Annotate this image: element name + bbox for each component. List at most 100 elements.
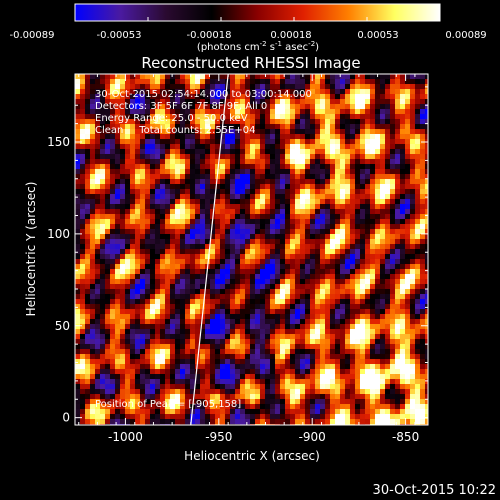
heatmap-cell — [425, 199, 428, 205]
heatmap-cell — [135, 174, 141, 180]
heatmap-cell — [380, 154, 386, 160]
heatmap-cell — [200, 264, 206, 270]
heatmap-cell — [200, 109, 206, 115]
heatmap-cell — [80, 234, 86, 240]
heatmap-cell — [80, 179, 86, 185]
heatmap-cell — [145, 139, 151, 145]
heatmap-cell — [355, 209, 361, 215]
heatmap-cell — [255, 239, 261, 245]
heatmap-cell — [160, 274, 166, 280]
heatmap-cell — [275, 354, 281, 360]
heatmap-cell — [330, 259, 336, 265]
heatmap-cell — [285, 269, 291, 275]
heatmap-cell — [125, 384, 131, 390]
heatmap-cell — [100, 89, 106, 95]
heatmap-cell — [205, 319, 211, 325]
heatmap-cell — [330, 309, 336, 315]
heatmap-cell — [215, 274, 221, 280]
heatmap-cell — [110, 244, 116, 250]
heatmap-cell — [400, 314, 406, 320]
heatmap-cell — [145, 144, 151, 150]
heatmap-cell — [240, 389, 246, 395]
heatmap-cell — [295, 389, 301, 395]
heatmap-cell — [80, 309, 86, 315]
heatmap-cell — [260, 84, 266, 90]
heatmap-cell — [305, 399, 311, 405]
heatmap-cell — [370, 239, 376, 245]
heatmap-cell — [240, 259, 246, 265]
heatmap-cell — [245, 119, 251, 125]
heatmap-cell — [200, 189, 206, 195]
heatmap-cell — [80, 89, 86, 95]
heatmap-cell — [365, 74, 371, 80]
heatmap-cell — [400, 119, 406, 125]
heatmap-cell — [380, 334, 386, 340]
heatmap-cell — [130, 369, 136, 375]
heatmap-cell — [365, 404, 371, 410]
heatmap-cell — [255, 334, 261, 340]
heatmap-cell — [360, 214, 366, 220]
heatmap-cell — [205, 124, 211, 130]
heatmap-cell — [235, 229, 241, 235]
heatmap-cell — [250, 319, 256, 325]
heatmap-cell — [255, 314, 261, 320]
heatmap-cell — [350, 404, 356, 410]
heatmap-cell — [285, 149, 291, 155]
heatmap-cell — [310, 319, 316, 325]
heatmap-cell — [110, 384, 116, 390]
heatmap-cell — [415, 89, 421, 95]
heatmap-cell — [270, 74, 276, 80]
heatmap-cell — [235, 199, 241, 205]
heatmap-cell — [295, 364, 301, 370]
heatmap-cell — [120, 344, 126, 350]
heatmap-cell — [220, 214, 226, 220]
heatmap-cell — [315, 194, 321, 200]
heatmap-cell — [105, 124, 111, 130]
heatmap-cell — [390, 144, 396, 150]
heatmap-cell — [380, 119, 386, 125]
heatmap-cell — [150, 399, 156, 405]
heatmap-cell — [290, 164, 296, 170]
heatmap-cell — [125, 224, 131, 230]
heatmap-cell — [175, 169, 181, 175]
heatmap-cell — [145, 369, 151, 375]
heatmap-cell — [355, 399, 361, 405]
heatmap-cell — [165, 359, 171, 365]
heatmap-cell — [165, 249, 171, 255]
heatmap-cell — [260, 224, 266, 230]
heatmap-cell — [355, 174, 361, 180]
heatmap-cell — [165, 389, 171, 395]
heatmap-cell — [100, 304, 106, 310]
heatmap-cell — [160, 284, 166, 290]
heatmap-cell — [160, 239, 166, 245]
heatmap-cell — [180, 304, 186, 310]
heatmap-cell — [135, 189, 141, 195]
heatmap-cell — [190, 164, 196, 170]
heatmap-cell — [420, 209, 426, 215]
heatmap-cell — [340, 139, 346, 145]
heatmap-cell — [135, 394, 141, 400]
heatmap-cell — [235, 374, 241, 380]
heatmap-cell — [235, 294, 241, 300]
heatmap-cell — [120, 114, 126, 120]
heatmap-cell — [275, 394, 281, 400]
heatmap-cell — [365, 419, 371, 425]
heatmap-cell — [295, 149, 301, 155]
heatmap-cell — [295, 114, 301, 120]
heatmap-cell — [160, 369, 166, 375]
heatmap-cell — [155, 79, 161, 85]
heatmap-cell — [110, 169, 116, 175]
heatmap-cell — [390, 179, 396, 185]
heatmap-cell — [230, 384, 236, 390]
heatmap-cell — [120, 289, 126, 295]
heatmap-cell — [315, 109, 321, 115]
heatmap-cell — [345, 384, 351, 390]
heatmap-cell — [95, 379, 101, 385]
heatmap-cell — [215, 284, 221, 290]
heatmap-cell — [120, 144, 126, 150]
heatmap-cell — [395, 184, 401, 190]
heatmap-cell — [365, 334, 371, 340]
heatmap-cell — [155, 89, 161, 95]
heatmap-cell — [135, 404, 141, 410]
heatmap-cell — [385, 419, 391, 425]
